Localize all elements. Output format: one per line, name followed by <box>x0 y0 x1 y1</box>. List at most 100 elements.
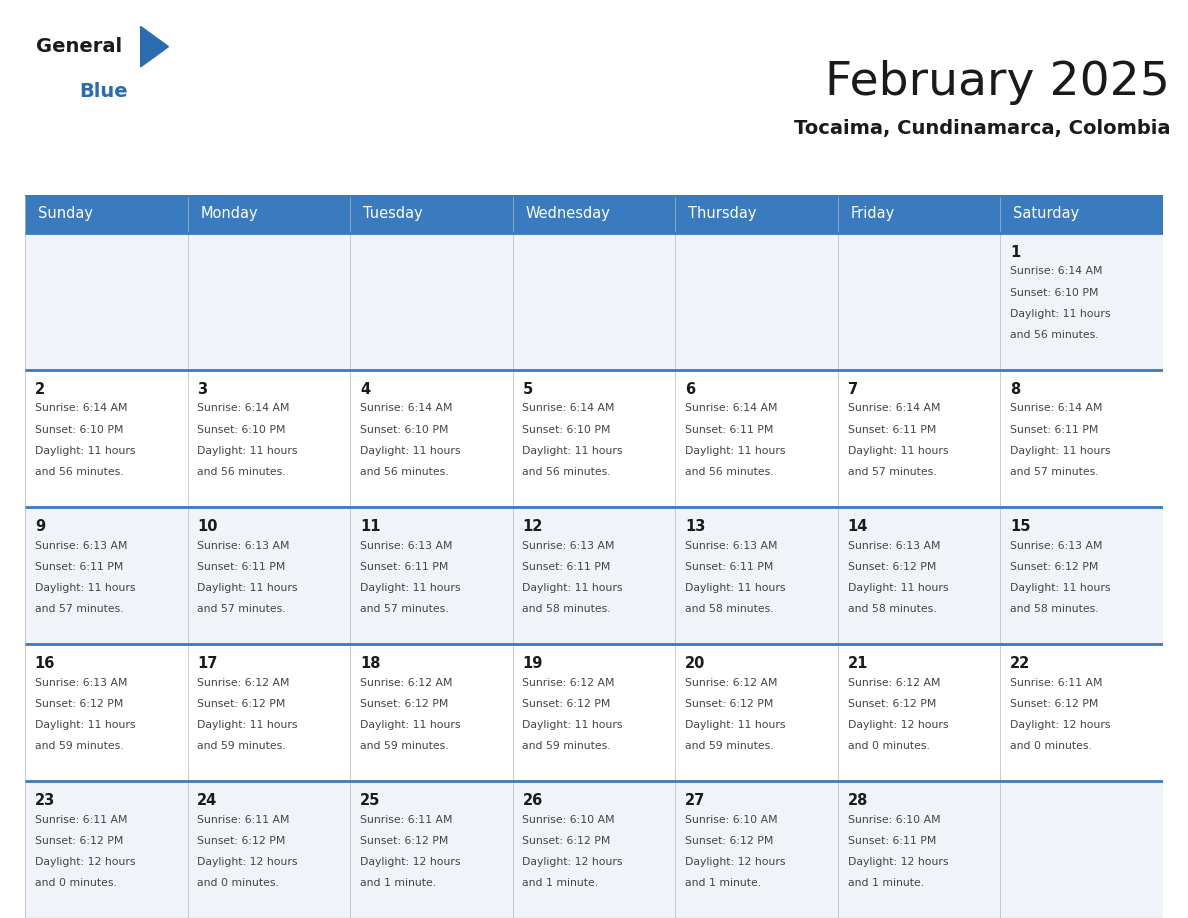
Text: Sunset: 6:11 PM: Sunset: 6:11 PM <box>360 562 448 572</box>
Text: and 59 minutes.: and 59 minutes. <box>34 741 124 751</box>
Text: Sunset: 6:12 PM: Sunset: 6:12 PM <box>1010 562 1099 572</box>
Text: and 57 minutes.: and 57 minutes. <box>360 604 449 614</box>
Bar <box>188 370 350 507</box>
Text: Saturday: Saturday <box>1013 207 1080 221</box>
Bar <box>25 644 188 781</box>
Text: and 58 minutes.: and 58 minutes. <box>847 604 936 614</box>
Text: Sunset: 6:12 PM: Sunset: 6:12 PM <box>847 562 936 572</box>
Text: 7: 7 <box>847 382 858 397</box>
Text: 18: 18 <box>360 656 380 671</box>
Text: Sunrise: 6:12 AM: Sunrise: 6:12 AM <box>360 677 453 688</box>
Bar <box>350 370 513 507</box>
Text: Blue: Blue <box>78 82 127 101</box>
Text: and 58 minutes.: and 58 minutes. <box>523 604 611 614</box>
Text: Sunset: 6:10 PM: Sunset: 6:10 PM <box>523 425 611 435</box>
Bar <box>1000 507 1163 644</box>
Text: 13: 13 <box>685 520 706 534</box>
Text: and 57 minutes.: and 57 minutes. <box>1010 467 1099 477</box>
Text: Daylight: 12 hours: Daylight: 12 hours <box>847 857 948 867</box>
Text: Sunrise: 6:13 AM: Sunrise: 6:13 AM <box>847 541 940 551</box>
Text: 19: 19 <box>523 656 543 671</box>
Text: Daylight: 11 hours: Daylight: 11 hours <box>523 446 623 456</box>
Text: General: General <box>36 37 121 56</box>
Text: 6: 6 <box>685 382 695 397</box>
Bar <box>513 507 675 644</box>
Text: Thursday: Thursday <box>688 207 757 221</box>
Text: and 59 minutes.: and 59 minutes. <box>197 741 286 751</box>
Text: and 56 minutes.: and 56 minutes. <box>1010 330 1099 341</box>
Text: Sunrise: 6:14 AM: Sunrise: 6:14 AM <box>847 404 940 413</box>
Bar <box>350 644 513 781</box>
Bar <box>513 195 675 233</box>
Text: Daylight: 12 hours: Daylight: 12 hours <box>523 857 623 867</box>
Text: 16: 16 <box>34 656 55 671</box>
Text: and 59 minutes.: and 59 minutes. <box>523 741 611 751</box>
Text: Daylight: 12 hours: Daylight: 12 hours <box>1010 720 1111 730</box>
Text: and 56 minutes.: and 56 minutes. <box>34 467 124 477</box>
Text: Sunrise: 6:10 AM: Sunrise: 6:10 AM <box>523 814 615 824</box>
Text: Sunset: 6:11 PM: Sunset: 6:11 PM <box>1010 425 1099 435</box>
Bar <box>25 370 188 507</box>
Text: 25: 25 <box>360 793 380 809</box>
Bar <box>838 507 1000 644</box>
Bar <box>1000 233 1163 370</box>
Text: Daylight: 11 hours: Daylight: 11 hours <box>1010 446 1111 456</box>
Text: Daylight: 11 hours: Daylight: 11 hours <box>197 720 298 730</box>
Text: and 0 minutes.: and 0 minutes. <box>1010 741 1092 751</box>
Text: and 59 minutes.: and 59 minutes. <box>685 741 773 751</box>
Bar <box>25 233 188 370</box>
Bar <box>513 644 675 781</box>
Bar <box>350 195 513 233</box>
Bar <box>675 781 838 918</box>
Text: Sunset: 6:11 PM: Sunset: 6:11 PM <box>685 562 773 572</box>
Text: Sunrise: 6:11 AM: Sunrise: 6:11 AM <box>197 814 290 824</box>
Text: Sunrise: 6:12 AM: Sunrise: 6:12 AM <box>197 677 290 688</box>
Text: 27: 27 <box>685 793 706 809</box>
Text: Sunset: 6:11 PM: Sunset: 6:11 PM <box>685 425 773 435</box>
Text: and 57 minutes.: and 57 minutes. <box>34 604 124 614</box>
Text: and 56 minutes.: and 56 minutes. <box>197 467 286 477</box>
Text: Daylight: 11 hours: Daylight: 11 hours <box>1010 583 1111 593</box>
Text: Daylight: 11 hours: Daylight: 11 hours <box>34 720 135 730</box>
Bar <box>350 781 513 918</box>
Text: Sunday: Sunday <box>38 207 93 221</box>
Bar <box>675 233 838 370</box>
Text: Daylight: 11 hours: Daylight: 11 hours <box>34 446 135 456</box>
Text: 20: 20 <box>685 656 706 671</box>
Text: and 56 minutes.: and 56 minutes. <box>523 467 611 477</box>
Text: 5: 5 <box>523 382 532 397</box>
Text: Sunrise: 6:14 AM: Sunrise: 6:14 AM <box>1010 266 1102 276</box>
Text: 9: 9 <box>34 520 45 534</box>
Text: 11: 11 <box>360 520 380 534</box>
Text: Sunrise: 6:11 AM: Sunrise: 6:11 AM <box>1010 677 1102 688</box>
Text: Daylight: 11 hours: Daylight: 11 hours <box>360 583 461 593</box>
Text: Sunset: 6:11 PM: Sunset: 6:11 PM <box>523 562 611 572</box>
Text: Sunset: 6:10 PM: Sunset: 6:10 PM <box>1010 287 1099 297</box>
Text: Sunrise: 6:10 AM: Sunrise: 6:10 AM <box>847 814 940 824</box>
Text: Sunset: 6:11 PM: Sunset: 6:11 PM <box>197 562 285 572</box>
Text: Sunrise: 6:11 AM: Sunrise: 6:11 AM <box>34 814 127 824</box>
Text: and 57 minutes.: and 57 minutes. <box>847 467 936 477</box>
Text: Sunrise: 6:13 AM: Sunrise: 6:13 AM <box>360 541 453 551</box>
Text: Sunset: 6:12 PM: Sunset: 6:12 PM <box>197 699 285 709</box>
Text: Sunset: 6:12 PM: Sunset: 6:12 PM <box>360 699 448 709</box>
Text: Sunset: 6:12 PM: Sunset: 6:12 PM <box>197 835 285 845</box>
Text: Sunset: 6:11 PM: Sunset: 6:11 PM <box>34 562 124 572</box>
Text: Sunrise: 6:13 AM: Sunrise: 6:13 AM <box>34 541 127 551</box>
Text: and 1 minute.: and 1 minute. <box>360 879 436 889</box>
Bar <box>1000 370 1163 507</box>
Text: Sunset: 6:12 PM: Sunset: 6:12 PM <box>360 835 448 845</box>
Bar <box>188 195 350 233</box>
Bar <box>838 370 1000 507</box>
Bar <box>513 781 675 918</box>
Text: and 1 minute.: and 1 minute. <box>523 879 599 889</box>
Text: Sunrise: 6:12 AM: Sunrise: 6:12 AM <box>685 677 777 688</box>
Text: Daylight: 11 hours: Daylight: 11 hours <box>1010 309 1111 319</box>
Text: Sunset: 6:12 PM: Sunset: 6:12 PM <box>1010 699 1099 709</box>
Bar <box>838 644 1000 781</box>
Text: Sunrise: 6:14 AM: Sunrise: 6:14 AM <box>523 404 615 413</box>
Text: and 1 minute.: and 1 minute. <box>685 879 762 889</box>
Text: Daylight: 11 hours: Daylight: 11 hours <box>360 720 461 730</box>
Text: Sunset: 6:12 PM: Sunset: 6:12 PM <box>34 835 124 845</box>
Text: Daylight: 11 hours: Daylight: 11 hours <box>523 720 623 730</box>
